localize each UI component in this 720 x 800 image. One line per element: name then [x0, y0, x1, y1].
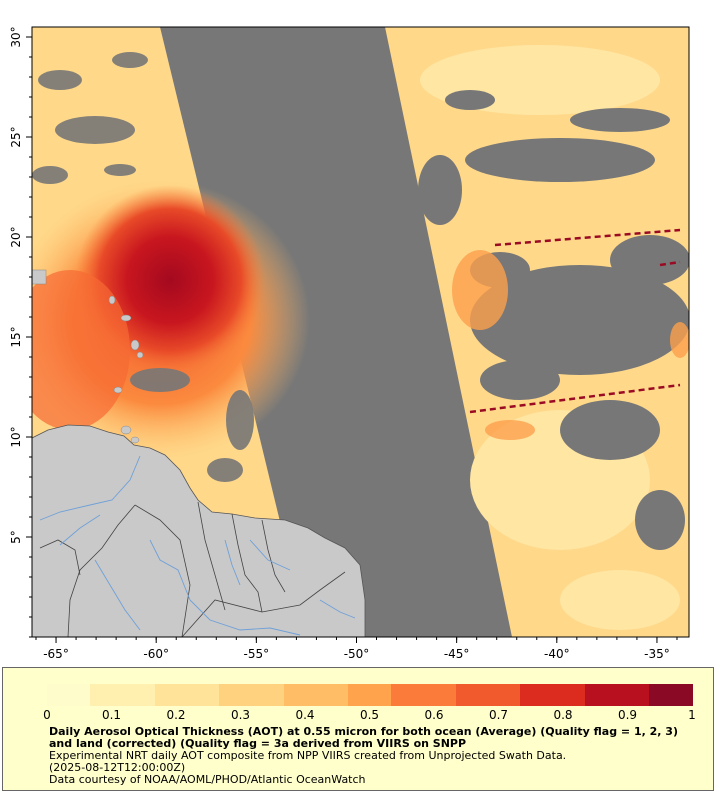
- caribbean-islands: [32, 269, 144, 444]
- y-tick-label: 5°: [9, 530, 23, 544]
- colorbar-segment: [412, 684, 435, 706]
- x-tick-label: -40°: [544, 647, 570, 661]
- colorbar-tick-label: 0.5: [359, 708, 380, 722]
- colorbar-tick-label: 0: [43, 708, 51, 722]
- y-axis: 5° 10° 15° 20° 25° 30°: [9, 26, 32, 638]
- colorbar: [47, 684, 693, 706]
- legend-text: Daily Aerosol Optical Thickness (AOT) at…: [49, 726, 689, 786]
- colorbar-segment: [434, 684, 457, 706]
- colorbar-tick-label: 0.6: [424, 708, 444, 722]
- colorbar-segment: [326, 684, 349, 706]
- colorbar-segment: [240, 684, 263, 706]
- legend-panel: 0 0.1 0.2 0.3 0.4 0.5 0.6 0.7 0.8 0.9 1 Daily Aero…: [2, 667, 714, 791]
- colorbar-segment: [606, 684, 629, 706]
- colorbar-segment: [563, 684, 586, 706]
- colorbar-segment: [219, 684, 242, 706]
- colorbar-segment: [283, 684, 306, 706]
- colorbar-segment: [111, 684, 134, 706]
- colorbar-segment: [541, 684, 564, 706]
- y-tick-label: 20°: [9, 226, 23, 247]
- colorbar-segment: [262, 684, 285, 706]
- colorbar-tick-label: 0.4: [295, 708, 315, 722]
- colorbar-segment: [47, 684, 70, 706]
- x-tick-label: -50°: [344, 647, 370, 661]
- colorbar-segment: [154, 684, 177, 706]
- east-swath: [385, 27, 689, 637]
- colorbar-segment: [649, 684, 672, 706]
- x-tick-label: -35°: [644, 647, 670, 661]
- y-tick-label: 25°: [9, 126, 23, 147]
- colorbar-segment: [176, 684, 199, 706]
- colorbar-segment: [369, 684, 392, 706]
- colorbar-tick-label: 1: [688, 708, 696, 722]
- x-axis: -65° -60° -55° -50° -45° -40° -35°: [35, 637, 678, 661]
- colorbar-segment: [477, 684, 500, 706]
- colorbar-tick-label: 0.9: [617, 708, 638, 722]
- aot-map: -65° -60° -55° -50° -45° -40° -35° 5° 10° 15° 20°…: [9, 26, 690, 661]
- colorbar-segment: [584, 684, 607, 706]
- y-tick-label: 30°: [9, 26, 23, 47]
- colorbar-tick-label: 0.2: [166, 708, 186, 722]
- colorbar-tick-label: 0.1: [101, 708, 122, 722]
- colorbar-segment: [305, 684, 328, 706]
- x-tick-label: -65°: [43, 647, 69, 661]
- legend-date: (2025-08-12T12:00:00Z): [49, 761, 186, 774]
- colorbar-segment: [348, 684, 371, 706]
- colorbar-segment: [391, 684, 414, 706]
- x-tick-label: -55°: [244, 647, 270, 661]
- legend-subtitle: Experimental NRT daily AOT composite fro…: [49, 749, 567, 762]
- colorbar-tick-label: 0.7: [488, 708, 509, 722]
- plot-frame: [31, 26, 690, 638]
- colorbar-segment: [520, 684, 543, 706]
- colorbar-ticks: 0 0.1 0.2 0.3 0.4 0.5 0.6 0.7 0.8 0.9 1: [43, 708, 696, 724]
- legend-title: Daily Aerosol Optical Thickness (AOT) at…: [49, 725, 678, 750]
- x-tick-label: -45°: [444, 647, 470, 661]
- legend-credit: Data courtesy of NOAA/AOML/PHOD/Atlantic…: [49, 773, 366, 786]
- colorbar-segment: [670, 684, 693, 706]
- colorbar-segment: [90, 684, 113, 706]
- colorbar-tick-label: 0.8: [553, 708, 573, 722]
- colorbar-segment: [498, 684, 521, 706]
- colorbar-tick-label: 0.3: [230, 708, 251, 722]
- y-tick-label: 10°: [9, 426, 23, 447]
- rivers: [39, 455, 356, 636]
- colorbar-segment: [68, 684, 91, 706]
- colorbar-segment: [133, 684, 156, 706]
- y-tick-label: 15°: [9, 326, 23, 347]
- colorbar-segment: [627, 684, 650, 706]
- country-borders: [39, 501, 346, 637]
- x-tick-label: -60°: [143, 647, 169, 661]
- south-america-land: [32, 424, 366, 637]
- colorbar-segment: [455, 684, 478, 706]
- colorbar-segment: [197, 684, 220, 706]
